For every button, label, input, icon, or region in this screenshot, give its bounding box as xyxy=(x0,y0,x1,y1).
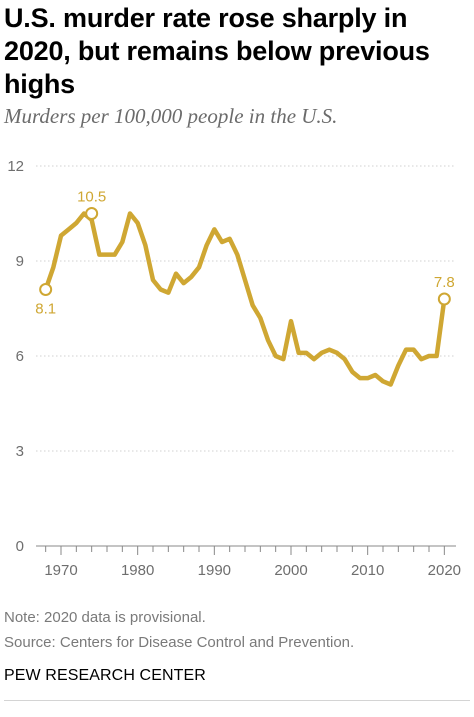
x-tick-label-2020: 2020 xyxy=(428,562,461,579)
note-text: Note: 2020 data is provisional. xyxy=(4,609,206,626)
annotation-label-1974: 10.5 xyxy=(77,189,106,206)
x-tick-label-1980: 1980 xyxy=(121,562,154,579)
y-tick-label-9: 9 xyxy=(16,253,24,270)
y-tick-label-12: 12 xyxy=(7,158,24,175)
brand-logo-text: PEW RESEARCH CENTER xyxy=(4,667,206,684)
y-tick-label-3: 3 xyxy=(16,443,24,460)
series-group xyxy=(43,211,447,387)
x-tick-label-2000: 2000 xyxy=(274,562,307,579)
x-tick-label-1990: 1990 xyxy=(198,562,231,579)
annotation-marker-1968 xyxy=(39,283,53,296)
chart-title: U.S. murder rate rose sharply in 2020, b… xyxy=(4,3,430,99)
y-tick-label-6: 6 xyxy=(16,348,24,365)
x-axis: 1970 1980 1990 2000 2010 2020 xyxy=(36,545,461,579)
y-axis-tick-labels: 0 3 6 9 12 xyxy=(7,158,24,555)
footer-divider xyxy=(4,700,470,701)
chart-subtitle: Murders per 100,000 people in the U.S. xyxy=(4,104,338,128)
annotation-marker-2020 xyxy=(437,292,451,306)
y-tick-label-0: 0 xyxy=(16,538,24,555)
line-chart: 0 3 6 9 12 1970 1980 1990 2000 2010 2020 8.1 10.5 7… xyxy=(7,158,461,579)
annotation-marker-1974 xyxy=(85,207,99,220)
annotations: 8.1 10.5 7.8 xyxy=(35,189,455,318)
x-tick-label-2010: 2010 xyxy=(351,562,384,579)
annotation-label-1968: 8.1 xyxy=(35,301,56,318)
x-tick-label-1970: 1970 xyxy=(44,562,77,579)
gridlines xyxy=(36,165,456,452)
series-line-0 xyxy=(43,211,447,387)
annotation-label-2020: 7.8 xyxy=(434,274,455,291)
source-text: Source: Centers for Disease Control and … xyxy=(4,634,355,651)
